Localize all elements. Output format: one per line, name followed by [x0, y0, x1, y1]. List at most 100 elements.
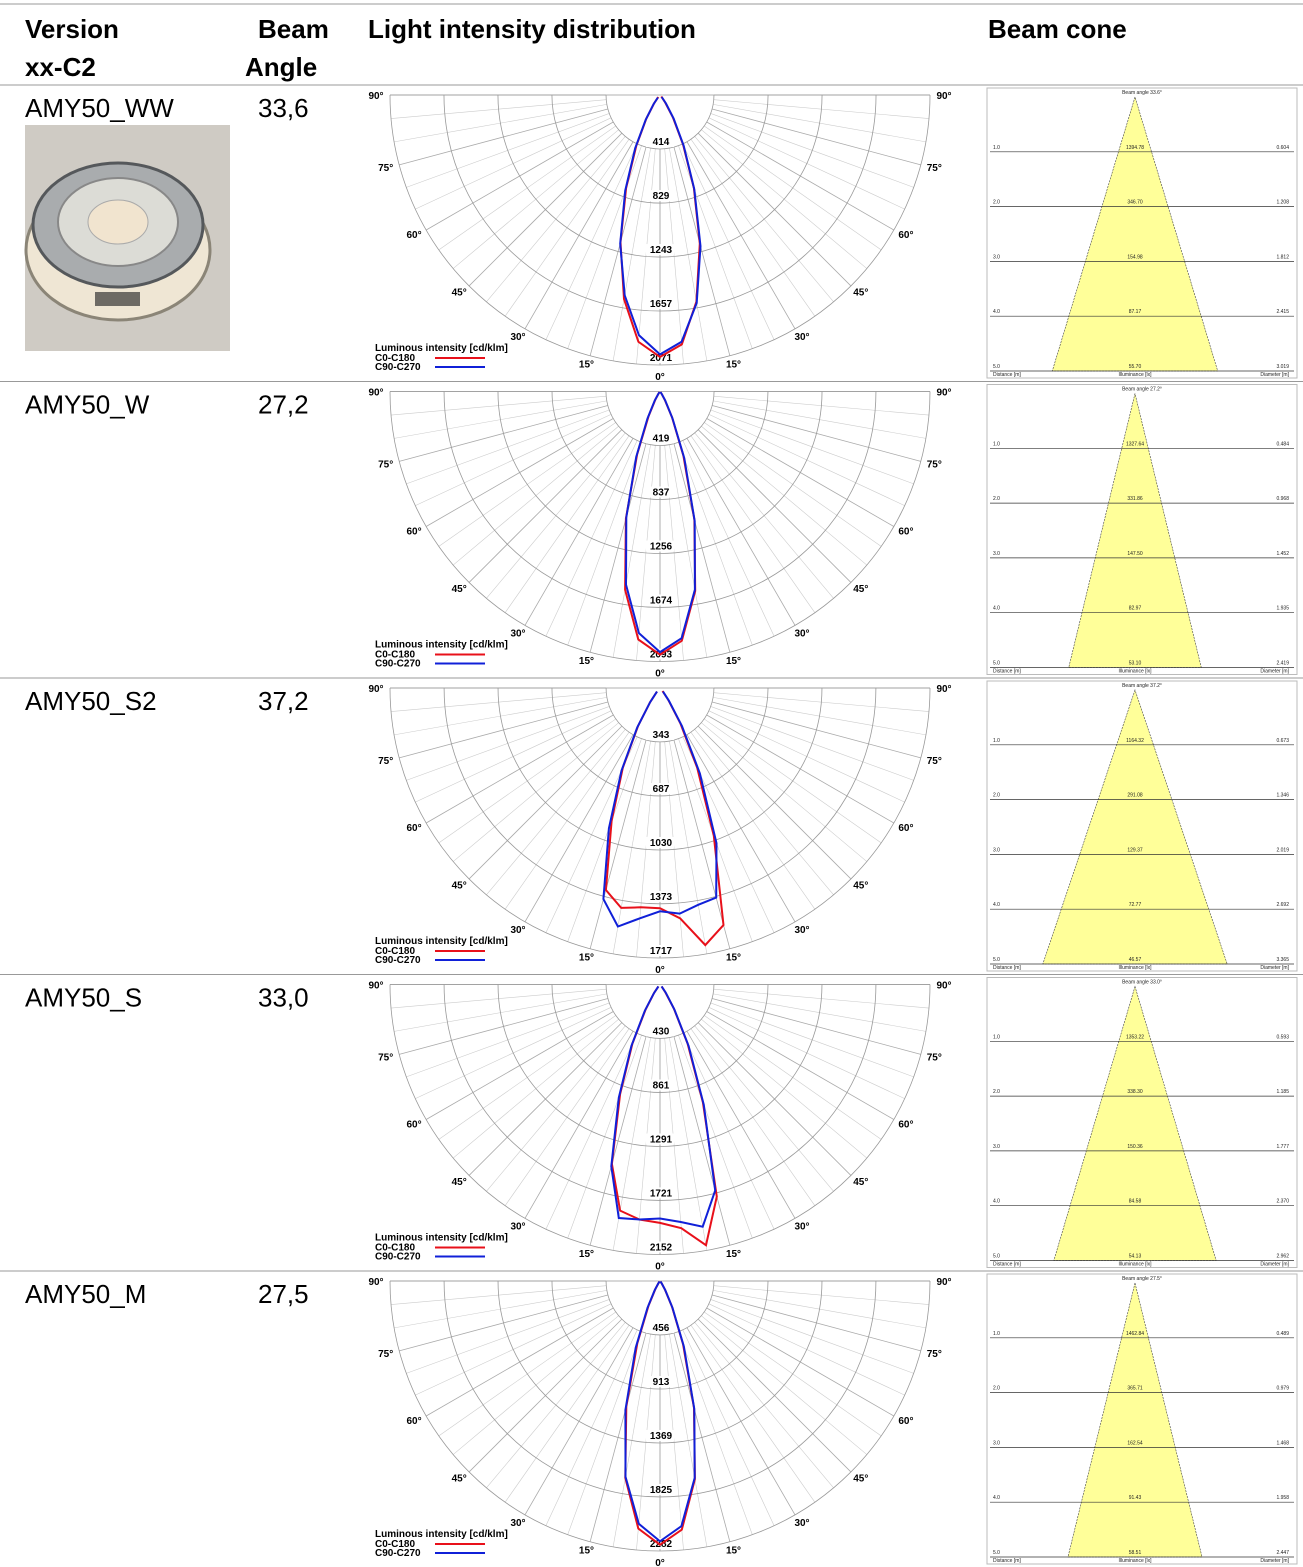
cone-illuminance: 82.97 [1129, 606, 1142, 612]
angle-label: 15° [579, 656, 594, 667]
ring-label: 414 [653, 137, 670, 148]
angle-label: 45° [853, 1177, 868, 1188]
cone-axis-label: Illuminance [lx] [1118, 965, 1152, 971]
cone-distance: 2.0 [993, 200, 1000, 206]
legend-title: Luminous intensity [cd/klm] [375, 343, 508, 354]
angle-label: 60° [898, 1120, 913, 1131]
cone-distance: 2.0 [993, 496, 1000, 502]
ring-label: 1657 [650, 299, 673, 310]
legend-title: Luminous intensity [cd/klm] [375, 1529, 508, 1540]
cone-title: Beam angle 33.0° [1122, 980, 1162, 986]
beam-angle-cell: 37,2 [258, 686, 309, 716]
cone-axis-label: Diameter [m] [1260, 965, 1289, 971]
intensity-curve [626, 392, 695, 652]
cone-title: Beam angle 27.5° [1122, 1276, 1162, 1282]
cone-diameter: 0.489 [1276, 1331, 1289, 1337]
cone-distance: 4.0 [993, 1199, 1000, 1205]
cone-illuminance: 53.10 [1129, 661, 1142, 667]
cone-illuminance: 58.51 [1129, 1550, 1142, 1556]
cone-axis-label: Distance [m] [993, 965, 1021, 971]
header-cell: Angle [245, 52, 317, 82]
angle-label: 75° [927, 163, 942, 174]
cone-distance: 2.0 [993, 793, 1000, 799]
cone-distance: 1.0 [993, 1034, 1000, 1040]
angle-label: 90° [936, 91, 951, 102]
angle-label: 75° [927, 459, 942, 470]
cone-axis-label: Diameter [m] [1260, 1262, 1289, 1268]
cone-distance: 5.0 [993, 1254, 1000, 1260]
ring-label: 837 [653, 487, 670, 498]
angle-label: 75° [378, 163, 393, 174]
cone-distance: 5.0 [993, 957, 1000, 963]
cone-illuminance: 129.37 [1127, 847, 1143, 853]
cone-axis-label: Illuminance [lx] [1118, 1558, 1152, 1564]
ring-label: 430 [653, 1026, 670, 1037]
cone-diameter: 3.019 [1276, 364, 1289, 370]
angle-label: 30° [510, 1518, 525, 1529]
angle-label: 45° [452, 288, 467, 299]
cone-illuminance: 84.58 [1129, 1199, 1142, 1205]
angle-label: 60° [406, 230, 421, 241]
ring-label: 861 [653, 1081, 670, 1092]
cone-illuminance: 91.43 [1129, 1495, 1142, 1501]
cone-illuminance: 72.77 [1129, 902, 1142, 908]
ring-label: 1369 [650, 1431, 673, 1442]
cone-diameter: 2.019 [1276, 847, 1289, 853]
cone-diameter: 2.415 [1276, 309, 1289, 315]
angle-label: 15° [726, 1546, 741, 1557]
header-cell: Beam [258, 14, 329, 44]
angle-label: 30° [510, 925, 525, 936]
cone-axis-label: Illuminance [lx] [1118, 372, 1152, 378]
version-cell: AMY50_S2 [25, 686, 157, 716]
cone-illuminance: 346.70 [1127, 200, 1143, 206]
angle-label: 90° [368, 981, 383, 992]
cone-diameter: 2.447 [1276, 1550, 1289, 1556]
cone-illuminance: 150.36 [1127, 1144, 1143, 1150]
cone-diameter: 2.370 [1276, 1199, 1289, 1205]
angle-label: 45° [452, 1474, 467, 1485]
cone-illuminance: 1327.64 [1126, 441, 1144, 447]
angle-label: 30° [794, 1221, 809, 1232]
cone-distance: 3.0 [993, 254, 1000, 260]
cone-distance: 1.0 [993, 738, 1000, 744]
cone-distance: 1.0 [993, 441, 1000, 447]
cone-distance: 5.0 [993, 661, 1000, 667]
ring-label: 1674 [650, 595, 673, 606]
cone-diameter: 1.468 [1276, 1440, 1289, 1446]
cone-illuminance: 55.70 [1129, 364, 1142, 370]
angle-label: 60° [898, 230, 913, 241]
angle-label: 45° [853, 1474, 868, 1485]
header-cell: Version [25, 14, 119, 44]
cone-illuminance: 1394.78 [1126, 145, 1144, 151]
angle-label: 90° [368, 91, 383, 102]
ring-label: 2152 [650, 1243, 673, 1254]
cone-illuminance: 1353.22 [1126, 1034, 1144, 1040]
angle-label: 60° [898, 527, 913, 538]
angle-label: 75° [927, 1052, 942, 1063]
angle-label: 45° [853, 584, 868, 595]
cone-distance: 2.0 [993, 1089, 1000, 1095]
cone-axis-label: Illuminance [lx] [1118, 669, 1152, 675]
ring-label: 1243 [650, 245, 673, 256]
cone-diameter: 0.484 [1276, 441, 1289, 447]
cone-axis-label: Illuminance [lx] [1118, 1262, 1152, 1268]
angle-label: 90° [368, 684, 383, 695]
cone-illuminance: 338.30 [1127, 1089, 1143, 1095]
angle-label: 60° [406, 527, 421, 538]
legend-title: Luminous intensity [cd/klm] [375, 936, 508, 947]
angle-label: 45° [452, 881, 467, 892]
angle-label: 90° [936, 1277, 951, 1288]
angle-label: 75° [927, 756, 942, 767]
ring-label: 1291 [650, 1134, 673, 1145]
version-cell: AMY50_M [25, 1279, 146, 1309]
cone-illuminance: 291.08 [1127, 793, 1143, 799]
header-cell: Light intensity distribution [368, 14, 696, 44]
angle-label: 60° [406, 823, 421, 834]
ring-label: 343 [653, 730, 670, 741]
cone-illuminance: 162.54 [1127, 1440, 1143, 1446]
cone-title: Beam angle 33.6° [1122, 90, 1162, 96]
version-cell: AMY50_S [25, 983, 142, 1013]
cone-distance: 4.0 [993, 606, 1000, 612]
angle-label: 75° [378, 1052, 393, 1063]
legend-title: Luminous intensity [cd/klm] [375, 640, 508, 651]
